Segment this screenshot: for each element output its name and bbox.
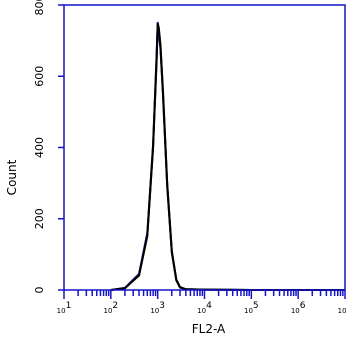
y-tick-label: 600 xyxy=(33,66,46,87)
y-tick-labels: 0 200 400 600 800 xyxy=(33,0,46,294)
x-tick-base: 10 xyxy=(57,307,66,315)
x-tick-exponent: 1 xyxy=(66,301,72,311)
axes-layer xyxy=(58,4,346,299)
x-tick-label: 103 xyxy=(150,301,165,315)
x-tick-base: 10 xyxy=(244,307,253,315)
x-tick-label: 101 xyxy=(57,301,72,315)
x-tick-labels: 101102103104105106107 xyxy=(57,301,346,315)
x-tick-label: 102 xyxy=(104,301,119,315)
x-tick-exponent: 5 xyxy=(253,301,259,311)
x-tick-label: 104 xyxy=(197,301,212,315)
y-axis-title: Count xyxy=(5,159,19,195)
series-line xyxy=(110,23,345,291)
series-line xyxy=(110,25,345,291)
x-tick-exponent: 6 xyxy=(300,301,306,311)
x-tick-base: 10 xyxy=(104,307,113,315)
plot-frame xyxy=(63,4,346,291)
series-line xyxy=(110,21,345,291)
x-tick-base: 10 xyxy=(197,307,206,315)
series-line xyxy=(110,22,345,291)
x-tick-base: 10 xyxy=(150,307,159,315)
y-tick-label: 0 xyxy=(33,287,46,294)
x-tick-exponent: 4 xyxy=(206,301,212,311)
y-tick-label: 400 xyxy=(33,137,46,158)
x-tick-label: 106 xyxy=(291,301,306,315)
x-axis-title: FL2-A xyxy=(192,322,226,336)
x-tick-exponent: 2 xyxy=(112,301,118,311)
y-tick-label: 200 xyxy=(33,208,46,229)
y-tick-label: 800 xyxy=(33,0,46,16)
x-tick-label: 105 xyxy=(244,301,259,315)
x-tick-label: 107 xyxy=(338,301,346,315)
x-tick-base: 10 xyxy=(338,307,346,315)
x-tick-exponent: 3 xyxy=(159,301,165,311)
x-tick-base: 10 xyxy=(291,307,300,315)
series-layer xyxy=(110,21,345,291)
